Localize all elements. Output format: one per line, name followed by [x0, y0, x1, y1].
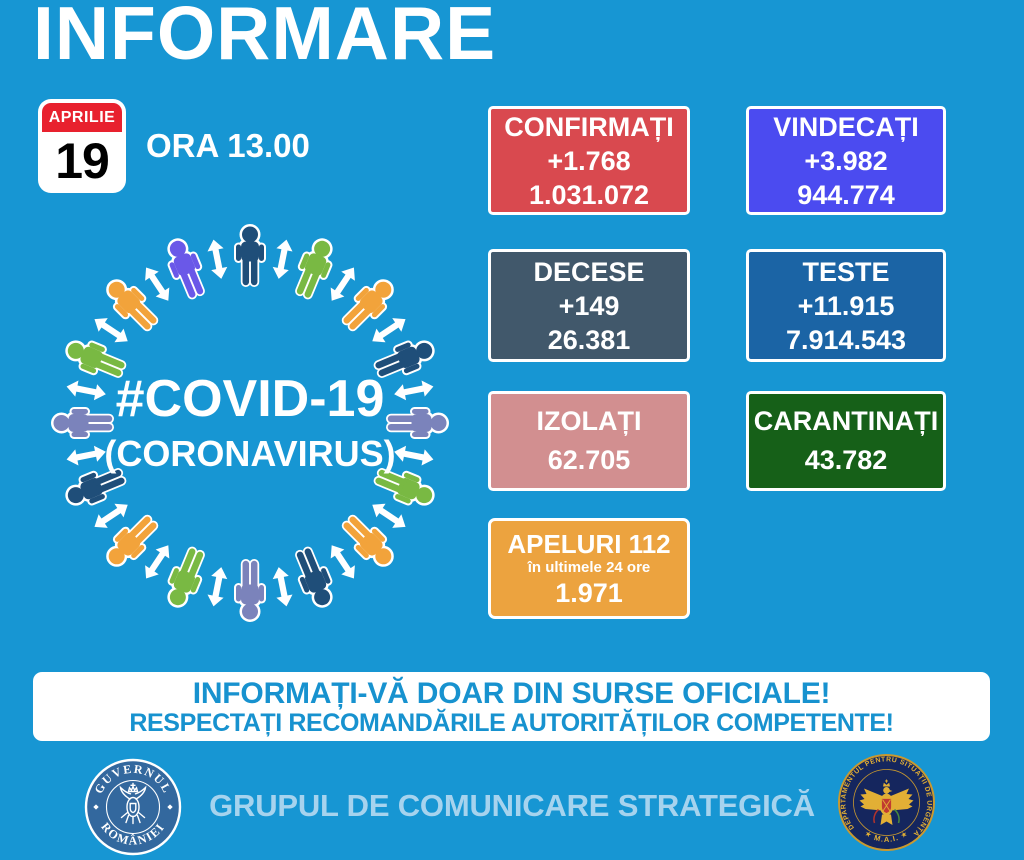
stat-delta-vindecati: +3.982: [804, 145, 888, 176]
dsu-eagle-emblem: [859, 779, 914, 825]
stat-label-confirmati: CONFIRMAȚI: [504, 111, 674, 142]
official-sources-banner: INFORMAȚI-VĂ DOAR DIN SURSE OFICIALE! RE…: [33, 672, 990, 741]
coronavirus-subtitle: (CORONAVIRUS): [104, 433, 395, 474]
page-title: INFORMARE: [33, 0, 497, 75]
stat-delta-decese: +149: [558, 290, 620, 321]
stat-label-vindecati: VINDECAȚI: [773, 111, 919, 142]
stat-total-carantinati: 43.782: [804, 445, 888, 475]
calendar-day: 19: [55, 132, 110, 189]
people-circle-diagram: #COVID-19 (CORONAVIRUS): [27, 200, 473, 646]
stat-card-teste: TESTE +11.915 7.914.543: [746, 249, 946, 362]
stat-total-confirmati: 1.031.072: [528, 179, 650, 210]
report-time: ORA 13.00: [146, 127, 310, 164]
guvernul-romaniei-logo: GUVERNUL ROMÂNIEI: [84, 758, 182, 856]
calendar-month: APRILIE: [42, 103, 122, 132]
banner-line-1: INFORMAȚI-VĂ DOAR DIN SURSE OFICIALE!: [192, 676, 831, 710]
calendar-icon: APRILIE 19: [38, 99, 126, 193]
stat-total-apeluri: 1.971: [555, 577, 623, 608]
stat-total-izolati: 62.705: [547, 445, 631, 475]
stat-label-apeluri: APELURI 112: [507, 528, 671, 559]
stat-card-carantinati: CARANTINAȚI 43.782: [746, 391, 946, 491]
stat-label-izolati: IZOLAȚI: [536, 406, 642, 436]
stat-total-vindecati: 944.774: [797, 179, 895, 210]
banner-line-2: RESPECTAȚI RECOMANDĂRILE AUTORITĂȚILOR C…: [129, 708, 894, 737]
stat-sublabel-apeluri: în ultimele 24 ore: [527, 558, 651, 576]
stat-total-decese: 26.381: [547, 324, 631, 355]
stat-card-izolati: IZOLAȚI 62.705: [488, 391, 690, 491]
stat-label-teste: TESTE: [802, 256, 890, 287]
stat-card-vindecati: VINDECAȚI +3.982 944.774: [746, 106, 946, 215]
covid-hashtag: #COVID-19: [116, 370, 385, 428]
footer-title: GRUPUL DE COMUNICARE STRATEGICĂ: [209, 788, 815, 823]
stat-card-confirmati: CONFIRMAȚI +1.768 1.031.072: [488, 106, 690, 215]
stat-total-teste: 7.914.543: [785, 324, 907, 355]
gov-eagle-emblem: [119, 782, 147, 825]
stat-label-decese: DECESE: [533, 256, 645, 287]
stat-delta-teste: +11.915: [797, 290, 895, 321]
stat-label-carantinati: CARANTINAȚI: [753, 406, 939, 436]
stat-delta-confirmati: +1.768: [547, 145, 631, 176]
stat-card-apeluri-112: APELURI 112 în ultimele 24 ore 1.971: [488, 518, 690, 619]
dsu-mai-logo: DEPARTAMENTUL PENTRU SITUAȚII DE URGENȚĂ…: [838, 754, 935, 851]
stat-card-decese: DECESE +149 26.381: [488, 249, 690, 362]
